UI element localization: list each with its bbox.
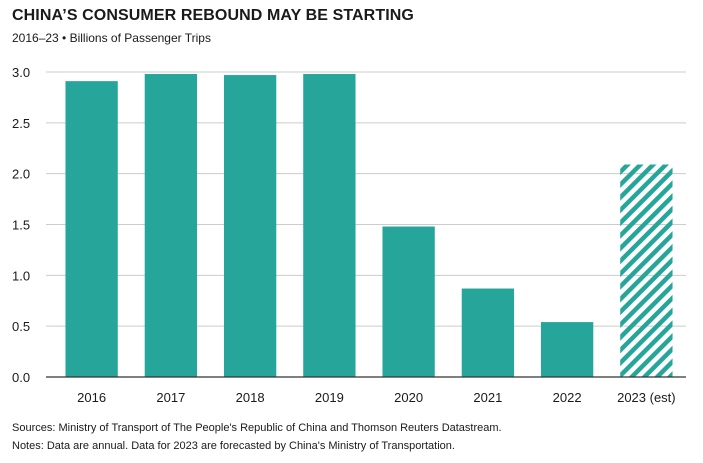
bar-2019 [303, 74, 356, 378]
x-tick-label: 2023 (est) [617, 390, 676, 405]
x-tick-label: 2016 [77, 390, 106, 405]
notes-note: Notes: Data are annual. Data for 2023 ar… [12, 440, 455, 452]
sources-note: Sources: Ministry of Transport of The Pe… [12, 422, 502, 434]
x-tick-label: 2022 [553, 390, 582, 405]
chart-title: CHINA’S CONSUMER REBOUND MAY BE STARTING [12, 7, 414, 24]
y-tick-label: 2.5 [12, 116, 30, 131]
x-tick-label: 2020 [394, 390, 423, 405]
y-tick-label: 1.0 [12, 268, 30, 283]
chart-subtitle: 2016–23 • Billions of Passenger Trips [12, 31, 211, 45]
bar-2021 [461, 288, 515, 377]
bar-2016 [65, 81, 118, 378]
x-tick-label: 2017 [156, 390, 185, 405]
y-tick-label: 0.5 [12, 319, 30, 334]
y-tick-label: 0.0 [12, 370, 30, 385]
x-tick-label: 2018 [236, 390, 265, 405]
bar-2020 [382, 226, 435, 377]
bar-2018 [223, 75, 277, 378]
bar-2017 [144, 74, 198, 378]
y-tick-label: 2.0 [12, 167, 30, 182]
y-tick-label: 3.0 [12, 65, 30, 80]
bar-estimate-2023-est- [620, 164, 673, 377]
x-tick-label: 2021 [473, 390, 502, 405]
y-tick-label: 1.5 [12, 218, 30, 233]
x-tick-label: 2019 [315, 390, 344, 405]
bar-2022 [540, 322, 594, 377]
